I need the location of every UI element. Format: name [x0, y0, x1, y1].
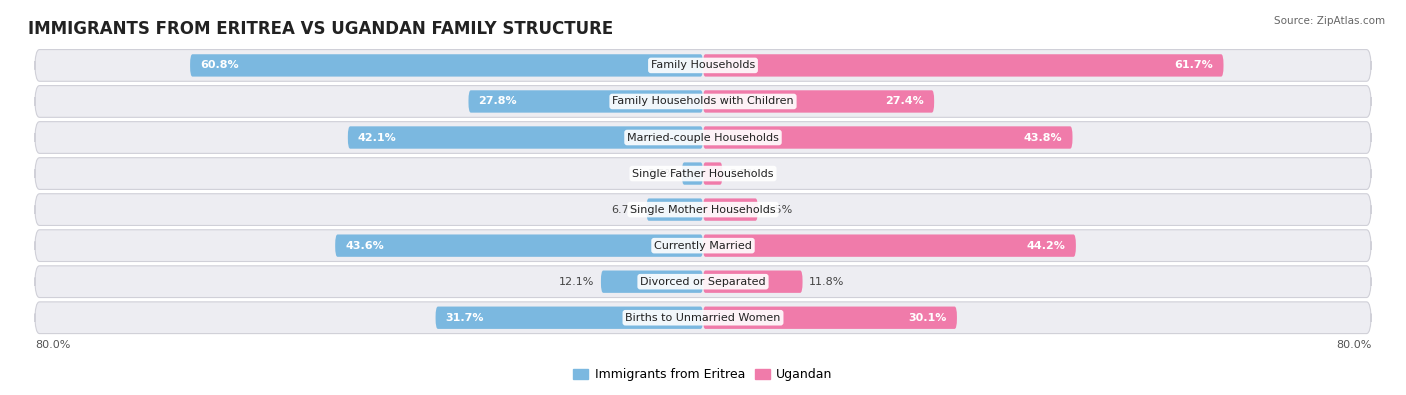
Text: IMMIGRANTS FROM ERITREA VS UGANDAN FAMILY STRUCTURE: IMMIGRANTS FROM ERITREA VS UGANDAN FAMIL… — [28, 21, 613, 38]
Text: 2.5%: 2.5% — [647, 169, 675, 179]
Text: Currently Married: Currently Married — [654, 241, 752, 251]
FancyBboxPatch shape — [35, 266, 1371, 297]
Text: 11.8%: 11.8% — [810, 276, 845, 287]
FancyBboxPatch shape — [190, 54, 703, 77]
Text: 80.0%: 80.0% — [35, 340, 70, 350]
Text: Married-couple Households: Married-couple Households — [627, 132, 779, 143]
Text: 6.7%: 6.7% — [612, 205, 640, 214]
Text: 12.1%: 12.1% — [558, 276, 595, 287]
Text: 60.8%: 60.8% — [200, 60, 239, 70]
Text: Births to Unmarried Women: Births to Unmarried Women — [626, 313, 780, 323]
Text: Single Mother Households: Single Mother Households — [630, 205, 776, 214]
FancyBboxPatch shape — [35, 302, 1371, 334]
Text: Source: ZipAtlas.com: Source: ZipAtlas.com — [1274, 16, 1385, 26]
FancyBboxPatch shape — [703, 90, 934, 113]
Text: 80.0%: 80.0% — [1336, 340, 1371, 350]
Text: 27.8%: 27.8% — [478, 96, 517, 107]
Text: 27.4%: 27.4% — [886, 96, 924, 107]
FancyBboxPatch shape — [703, 126, 1073, 149]
Text: 43.6%: 43.6% — [346, 241, 384, 251]
FancyBboxPatch shape — [703, 162, 723, 185]
FancyBboxPatch shape — [35, 230, 1371, 261]
Text: Divorced or Separated: Divorced or Separated — [640, 276, 766, 287]
Text: Single Father Households: Single Father Households — [633, 169, 773, 179]
Text: 44.2%: 44.2% — [1026, 241, 1066, 251]
FancyBboxPatch shape — [703, 271, 803, 293]
FancyBboxPatch shape — [682, 162, 703, 185]
Text: 30.1%: 30.1% — [908, 313, 946, 323]
FancyBboxPatch shape — [600, 271, 703, 293]
FancyBboxPatch shape — [35, 86, 1371, 117]
Legend: Immigrants from Eritrea, Ugandan: Immigrants from Eritrea, Ugandan — [574, 369, 832, 382]
Text: Family Households with Children: Family Households with Children — [612, 96, 794, 107]
Text: 42.1%: 42.1% — [359, 132, 396, 143]
FancyBboxPatch shape — [703, 54, 1223, 77]
FancyBboxPatch shape — [703, 235, 1076, 257]
Text: Family Households: Family Households — [651, 60, 755, 70]
FancyBboxPatch shape — [647, 198, 703, 221]
Text: 61.7%: 61.7% — [1174, 60, 1213, 70]
FancyBboxPatch shape — [468, 90, 703, 113]
FancyBboxPatch shape — [347, 126, 703, 149]
FancyBboxPatch shape — [35, 122, 1371, 153]
FancyBboxPatch shape — [35, 158, 1371, 190]
FancyBboxPatch shape — [35, 49, 1371, 81]
FancyBboxPatch shape — [703, 198, 758, 221]
Text: 6.5%: 6.5% — [765, 205, 793, 214]
Text: 43.8%: 43.8% — [1024, 132, 1063, 143]
FancyBboxPatch shape — [35, 194, 1371, 226]
FancyBboxPatch shape — [703, 307, 957, 329]
FancyBboxPatch shape — [436, 307, 703, 329]
FancyBboxPatch shape — [335, 235, 703, 257]
Text: 2.3%: 2.3% — [730, 169, 758, 179]
Text: 31.7%: 31.7% — [446, 313, 484, 323]
